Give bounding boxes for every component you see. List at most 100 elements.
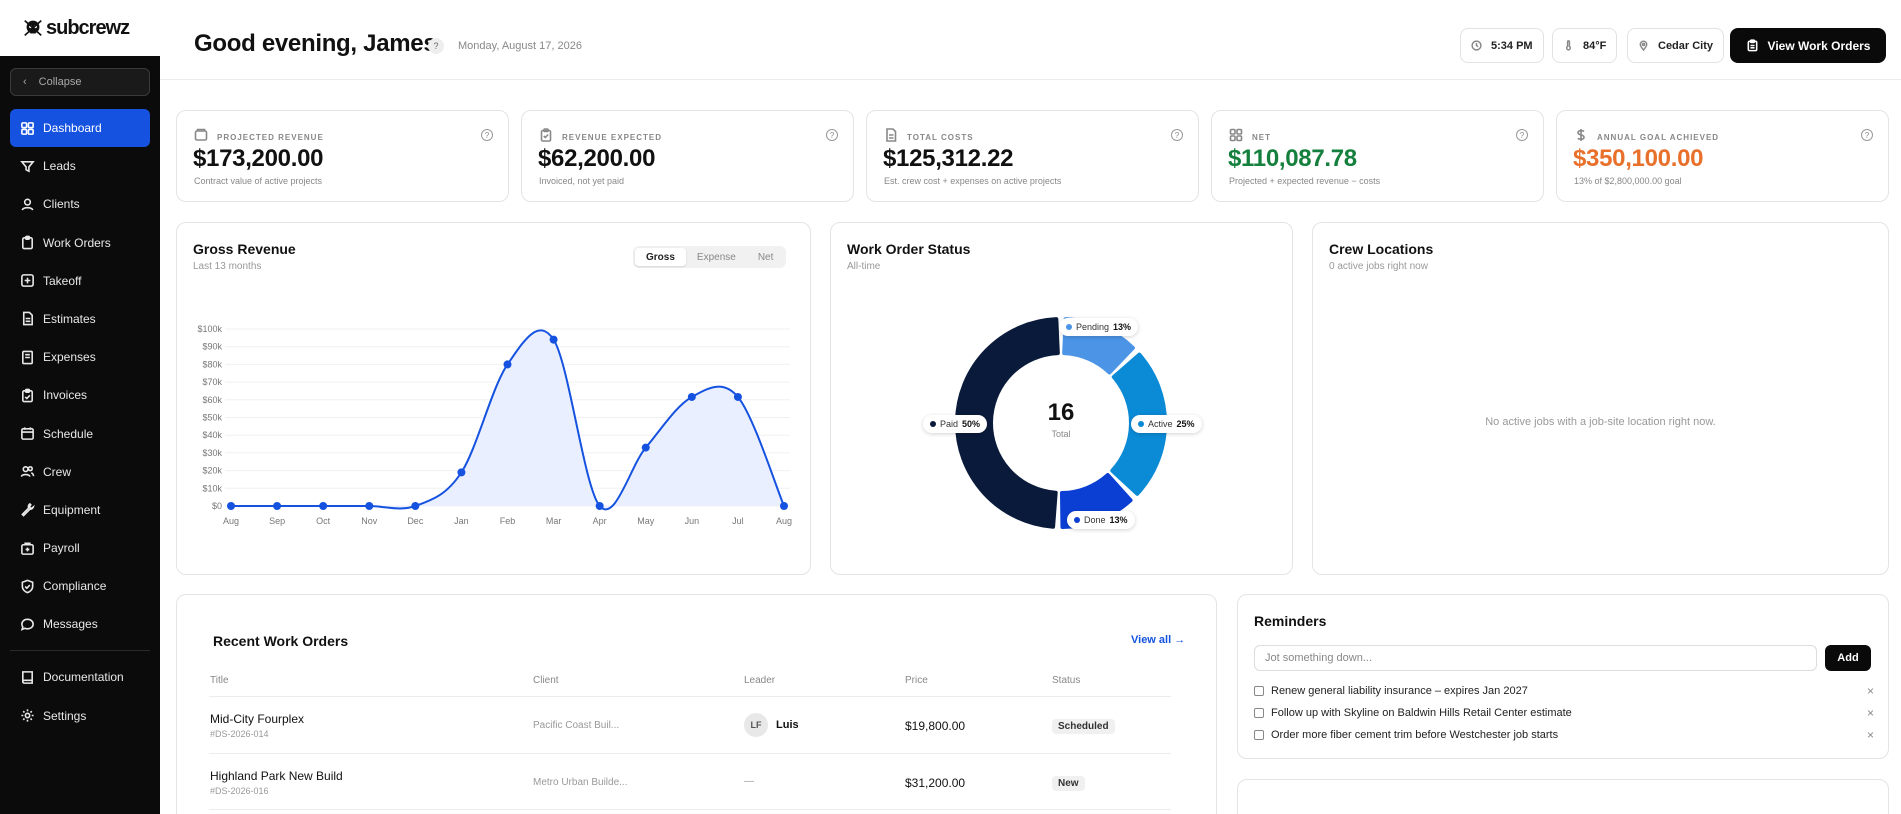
help-button[interactable]: ? <box>428 38 444 54</box>
sidebar-item-dashboard[interactable]: Dashboard <box>10 109 150 147</box>
series-area <box>231 330 784 510</box>
sidebar-item-settings[interactable]: Settings <box>10 697 150 735</box>
info-icon[interactable]: ? <box>481 129 493 141</box>
sidebar-item-label: Crew <box>43 464 72 479</box>
view-work-orders-button[interactable]: View Work Orders <box>1730 28 1886 63</box>
data-point <box>273 502 282 510</box>
row-client: Pacific Coast Buil... <box>533 720 620 731</box>
data-point <box>641 443 650 452</box>
sidebar-item-clients[interactable]: Clients <box>10 185 150 223</box>
sidebar-item-leads[interactable]: Leads <box>10 147 150 185</box>
clipboard-icon <box>1747 39 1757 52</box>
sidebar-item-label: Messages <box>43 617 98 632</box>
tab-gross[interactable]: Gross <box>635 248 686 266</box>
sidebar-item-invoices[interactable]: Invoices <box>10 376 150 414</box>
x-tick-label: Oct <box>316 516 331 526</box>
temperature-value: 84°F <box>1583 39 1607 52</box>
gross-revenue-panel: Gross Revenue Last 13 months Gross Expen… <box>176 222 811 575</box>
legend-dot <box>1138 421 1144 427</box>
sidebar-item-label: Payroll <box>43 541 80 556</box>
donut-total: 16 <box>1047 399 1075 426</box>
x-tick-label: Nov <box>361 516 378 526</box>
sidebar-item-compliance[interactable]: Compliance <box>10 567 150 605</box>
sidebar-item-label: Settings <box>43 708 87 723</box>
info-icon[interactable]: ? <box>1516 129 1528 141</box>
row-title: Mid-City Fourplex <box>210 712 305 726</box>
row-divider <box>209 753 1171 754</box>
plus-square-icon <box>21 274 34 288</box>
panel-title: Reminders <box>1254 613 1327 629</box>
sidebar-item-equipment[interactable]: Equipment <box>10 491 150 529</box>
users-icon <box>20 466 35 478</box>
info-icon[interactable]: ? <box>1861 129 1873 141</box>
current-date: Monday, August 17, 2026 <box>458 40 582 52</box>
brand-logo[interactable]: subcrewz <box>22 17 130 40</box>
panel-title: Gross Revenue <box>193 241 296 257</box>
stat-label: REVENUE EXPECTED <box>562 133 663 142</box>
y-tick-label: $100k <box>197 324 222 334</box>
slice-name: Done <box>1084 515 1106 525</box>
sidebar-item-takeoff[interactable]: Takeoff <box>10 262 150 300</box>
chart-mode-toggle: Gross Expense Net <box>633 246 787 268</box>
slice-percent: 25% <box>1176 419 1195 429</box>
reminder-checkbox[interactable] <box>1254 686 1264 696</box>
stat-card-revenue-expected: REVENUE EXPECTED ? $62,200.00 Invoiced, … <box>521 110 854 202</box>
add-reminder-button[interactable]: Add <box>1825 645 1871 671</box>
legend-dot <box>930 421 936 427</box>
reminder-checkbox[interactable] <box>1254 708 1264 718</box>
row-leader: Luis <box>776 719 799 731</box>
sidebar-item-label: Estimates <box>43 311 96 326</box>
sidebar-item-messages[interactable]: Messages <box>10 605 150 643</box>
x-tick-label: Aug <box>223 516 239 526</box>
filter-icon <box>20 160 35 173</box>
sidebar-item-estimates[interactable]: Estimates <box>10 300 150 338</box>
clock-icon <box>1471 40 1482 51</box>
reminders-panel: Reminders Jot something down... Add Rene… <box>1237 594 1889 759</box>
close-icon[interactable]: × <box>1866 706 1874 720</box>
weather-pill: 84°F <box>1552 28 1618 63</box>
y-tick-label: $30k <box>202 448 222 458</box>
info-icon[interactable]: ? <box>826 129 838 141</box>
info-icon[interactable]: ? <box>1171 129 1183 141</box>
column-header-title: Title <box>210 675 229 686</box>
close-icon[interactable]: × <box>1866 728 1874 742</box>
panel-subtitle: Last 13 months <box>193 261 262 272</box>
reminder-input[interactable]: Jot something down... <box>1254 645 1817 671</box>
stat-subtext: Projected + expected revenue − costs <box>1229 176 1381 186</box>
stat-subtext: Contract value of active projects <box>194 176 323 186</box>
sidebar-item-crew[interactable]: Crew <box>10 453 150 491</box>
donut-total-label: Total <box>1051 429 1071 439</box>
row-code: #DS-2026-016 <box>210 786 269 796</box>
sidebar-item-expenses[interactable]: Expenses <box>10 338 150 376</box>
view-all-link[interactable]: View all → <box>1131 634 1186 646</box>
user-icon <box>21 198 34 211</box>
sidebar-item-work-orders[interactable]: Work Orders <box>10 224 150 262</box>
status-badge: New <box>1052 776 1085 791</box>
reminder-text: Renew general liability insurance – expi… <box>1271 685 1528 697</box>
tab-expense[interactable]: Expense <box>696 251 736 263</box>
slice-percent: 50% <box>962 419 981 429</box>
sidebar-item-documentation[interactable]: Documentation <box>10 658 150 696</box>
slice-name: Paid <box>940 419 959 429</box>
stat-subtext: Est. crew cost + expenses on active proj… <box>884 176 1062 186</box>
sidebar-divider <box>10 650 150 652</box>
row-title: Highland Park New Build <box>210 769 343 783</box>
sidebar-item-payroll[interactable]: Payroll <box>10 529 150 567</box>
sidebar-item-label: Invoices <box>43 388 88 403</box>
close-icon[interactable]: × <box>1866 684 1874 698</box>
panel-title: Crew Locations <box>1329 241 1434 257</box>
sidebar-item-label: Work Orders <box>43 235 111 250</box>
legend-dot <box>1074 517 1080 523</box>
page-header: Good evening, James ? Monday, August 17,… <box>160 0 1901 80</box>
reminder-checkbox[interactable] <box>1254 730 1264 740</box>
data-point <box>319 502 328 510</box>
reminder-text: Order more fiber cement trim before West… <box>1271 729 1559 741</box>
stat-subtext: Invoiced, not yet paid <box>539 176 625 186</box>
data-point <box>733 392 742 401</box>
tab-net[interactable]: Net <box>757 251 774 263</box>
clipboard-check-icon <box>540 128 552 142</box>
sidebar-item-schedule[interactable]: Schedule <box>10 415 150 453</box>
sidebar-item-label: Clients <box>43 197 80 212</box>
collapse-button[interactable]: ‹ Collapse <box>10 68 150 96</box>
